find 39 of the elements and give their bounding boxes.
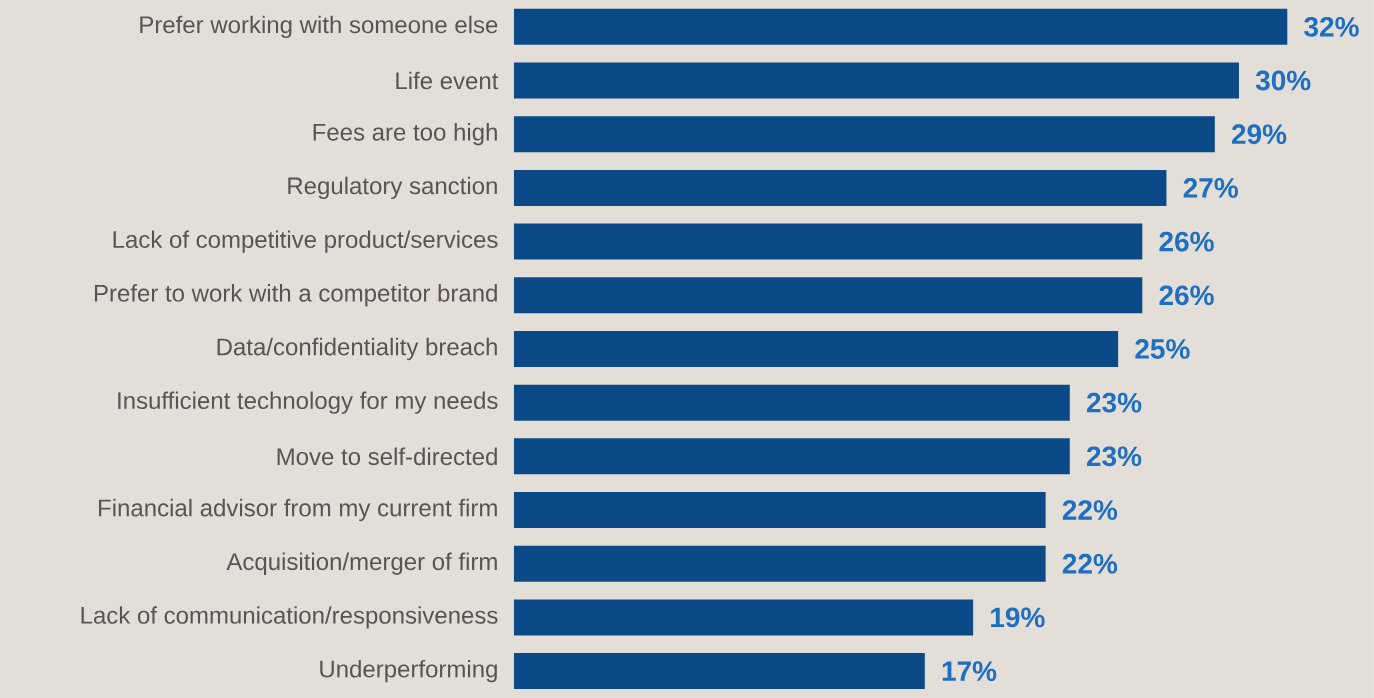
data-label: 17%: [942, 661, 997, 681]
data-label: 30%: [1255, 70, 1311, 91]
bar: [513, 169, 1167, 206]
y-tick-label: Data/confidentiality breach: [217, 337, 497, 361]
y-tick-label: Prefer working with someone else: [140, 15, 498, 39]
bar: [513, 223, 1143, 260]
data-label: 27%: [1183, 178, 1238, 198]
data-label: 32%: [1304, 16, 1359, 37]
y-tick-label: Lack of competitive product/services: [113, 230, 498, 253]
bar: [513, 438, 1070, 475]
y-tick-label: Prefer to work with a competitor brand: [94, 284, 497, 307]
bar: [513, 8, 1288, 45]
data-label: 26%: [1159, 231, 1214, 252]
bar: [513, 492, 1046, 529]
bar: [513, 277, 1143, 314]
y-tick-label: Life event: [396, 71, 499, 90]
data-label: 29%: [1231, 124, 1287, 145]
y-tick-label: Lack of communication/responsiveness: [81, 606, 498, 629]
y-tick-label: Fees are too high: [313, 123, 497, 146]
bar: [513, 653, 925, 690]
data-label: 22%: [1062, 553, 1118, 574]
data-label: 23%: [1086, 392, 1142, 413]
data-label: 23%: [1086, 446, 1142, 467]
bar: [513, 384, 1070, 421]
y-tick-label: Financial advisor from my current firm: [99, 498, 497, 522]
data-label: 19%: [991, 607, 1045, 628]
data-label: 25%: [1135, 339, 1190, 359]
y-tick-label: Insufficient technology for my needs: [118, 391, 498, 414]
y-tick-label: Acquisition/merger of firm: [226, 552, 497, 575]
y-tick-label: Move to self-directed: [277, 447, 497, 466]
data-label: 22%: [1062, 500, 1118, 520]
bar: [513, 545, 1046, 582]
bar: [513, 62, 1239, 99]
y-tick-label: Underperforming: [320, 659, 497, 683]
data-label: 26%: [1159, 285, 1214, 306]
bar: [513, 599, 974, 636]
bar: [513, 331, 1119, 367]
y-tick-label: Regulatory sanction: [288, 176, 497, 200]
bar: [513, 116, 1215, 153]
